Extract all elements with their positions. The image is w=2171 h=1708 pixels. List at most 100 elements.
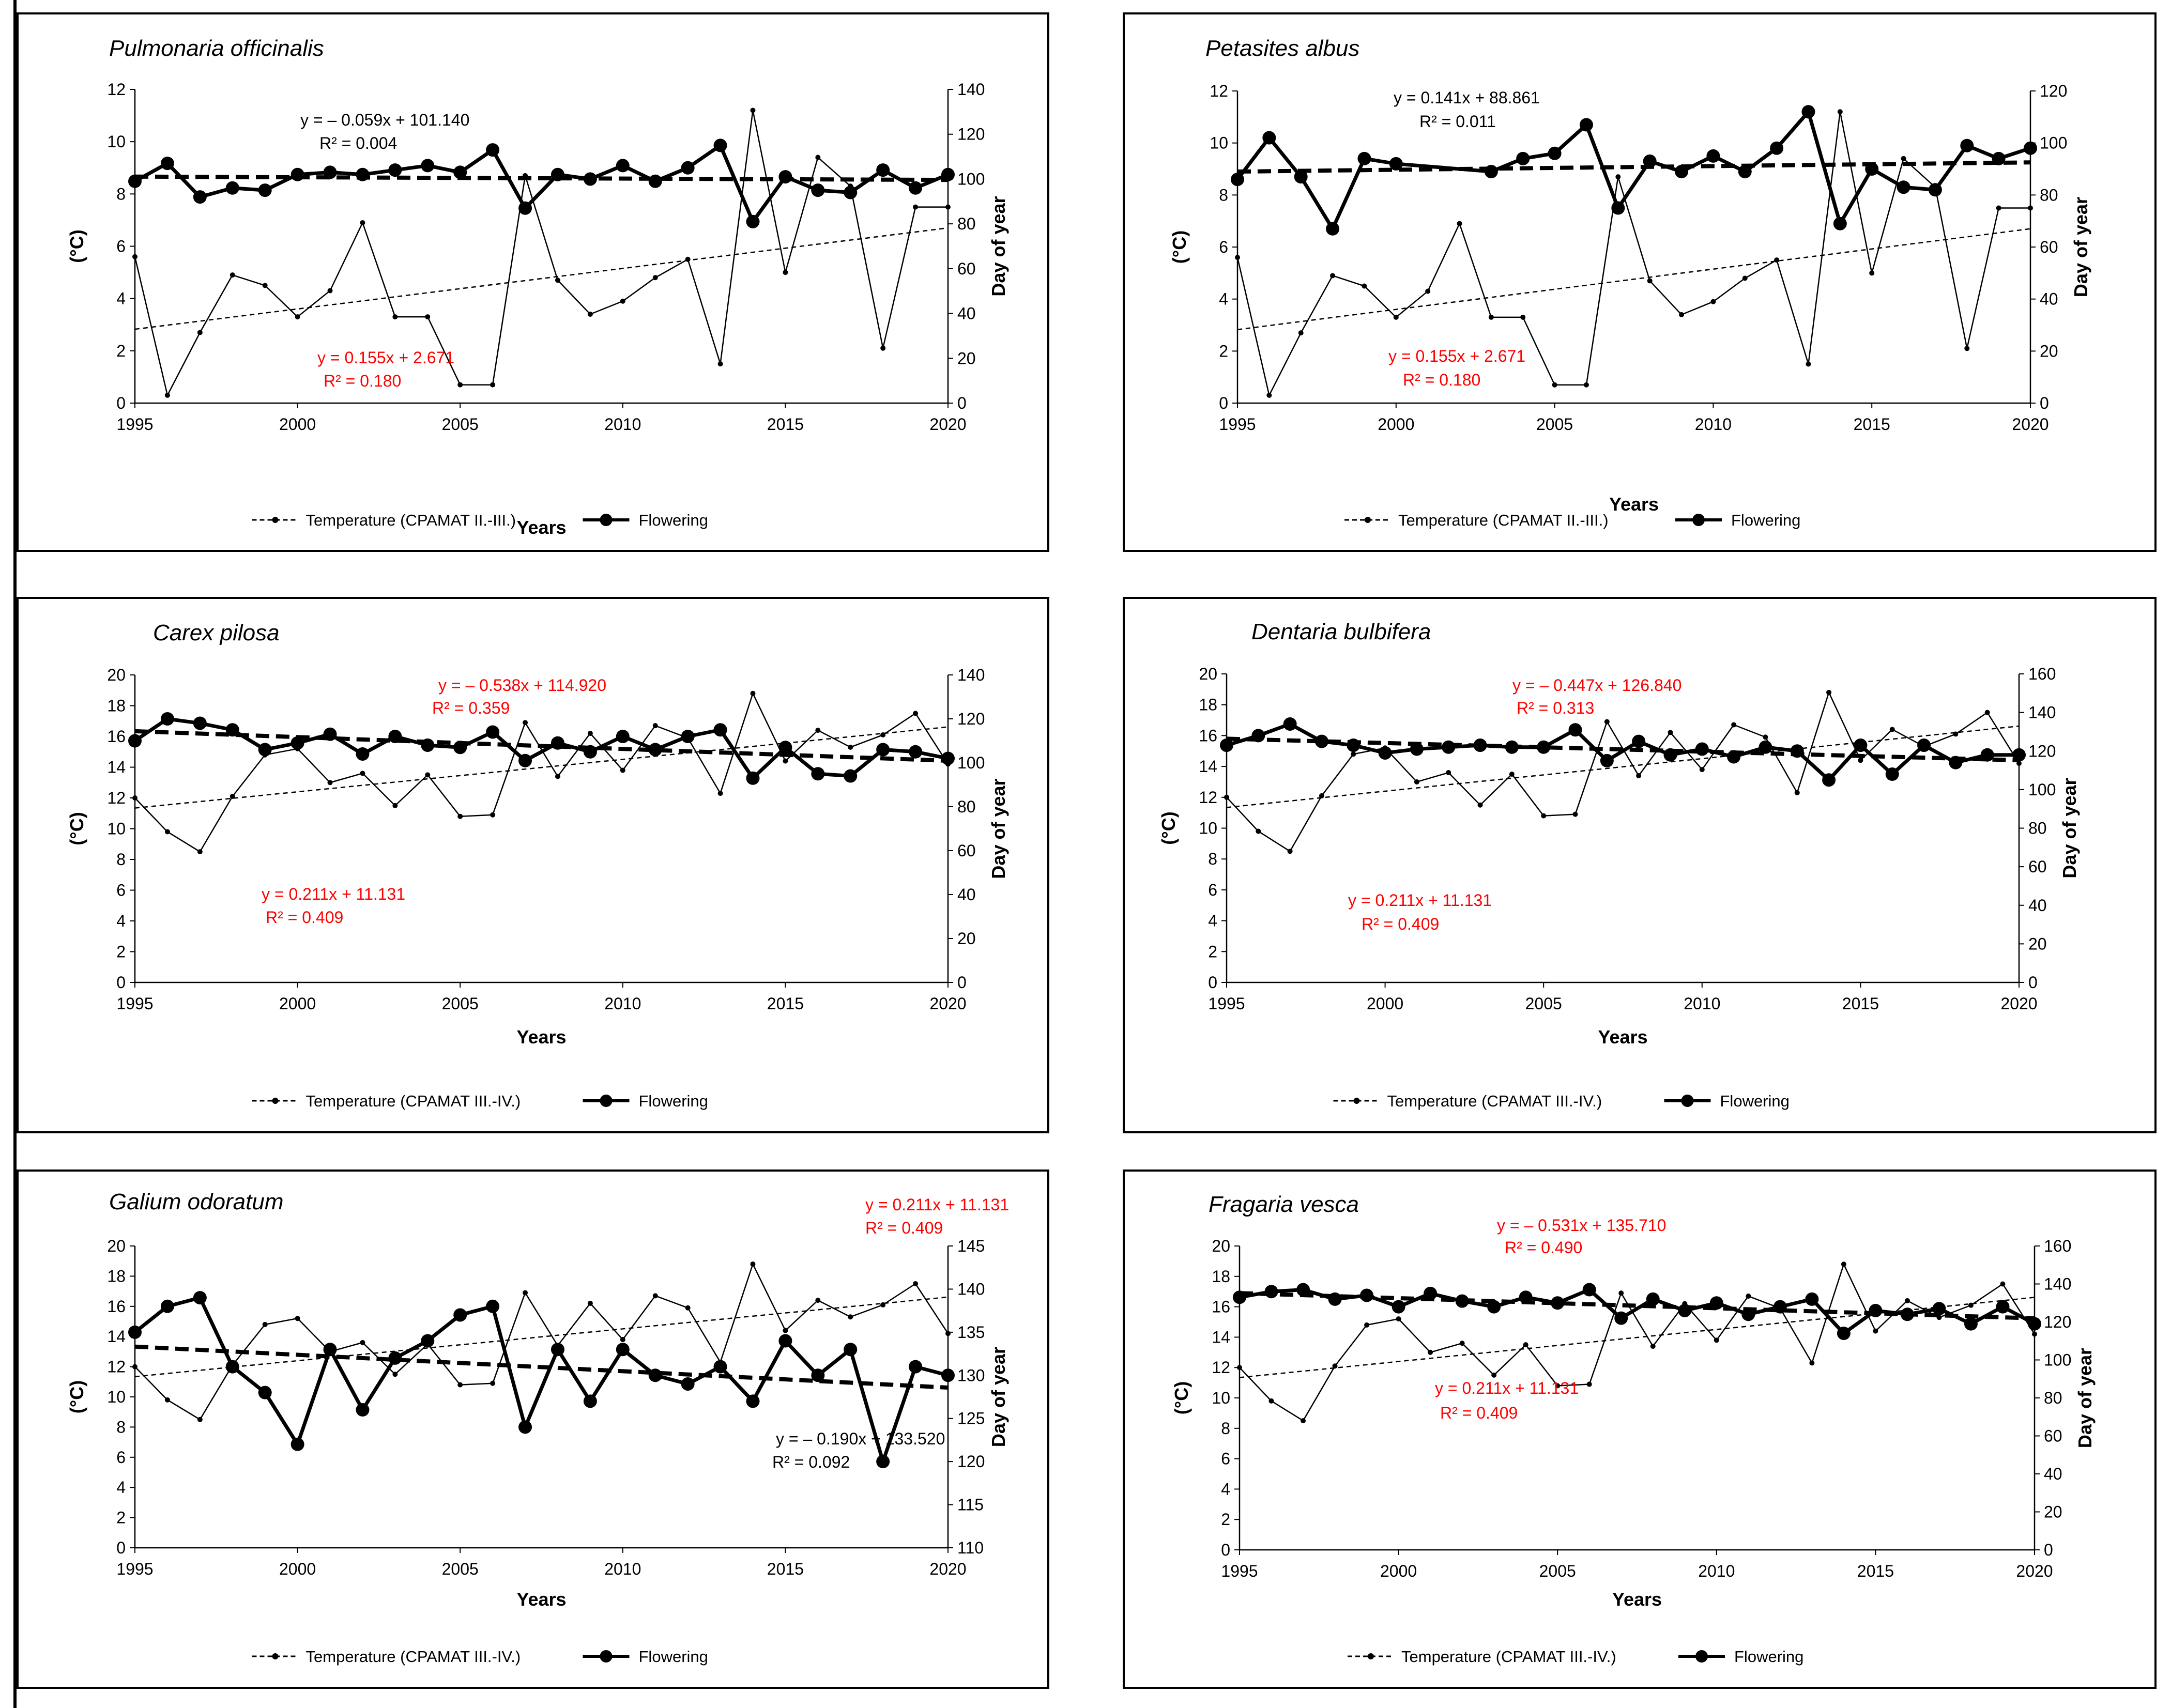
- temperature-point: [1428, 1349, 1433, 1355]
- x-tick-label: 2015: [767, 1560, 804, 1578]
- temperature-point: [1266, 392, 1272, 398]
- x-tick-label: 2000: [279, 415, 316, 434]
- y2-tick-label: 60: [2028, 857, 2047, 876]
- temperature-point: [457, 813, 463, 819]
- flowering-point: [1600, 753, 1614, 767]
- y2-tick-label: 160: [2028, 665, 2056, 683]
- flowering-point: [1678, 1303, 1692, 1317]
- legend-temperature-label: Temperature (CPAMAT III.-IV.): [306, 1092, 521, 1110]
- y-tick-label: 18: [107, 697, 126, 715]
- trendline-r-squared: R² = 0.409: [1362, 915, 1439, 933]
- chart-panel-dentaria-bulbifera: Dentaria bulbifera 0 2 4 6 8 10 12 14 16 18 20 0 20 40…: [1123, 597, 2157, 1133]
- legend-flowering-label: Flowering: [1731, 511, 1800, 529]
- legend-temperature-label: Temperature (CPAMAT III.-IV.): [306, 1648, 521, 1666]
- temperature-point: [1396, 1316, 1401, 1322]
- y-tick-label: 20: [107, 1237, 126, 1255]
- temperature-trendline: [1237, 228, 2031, 330]
- flowering-point: [941, 751, 955, 765]
- y2-tick-label: 80: [2028, 819, 2047, 838]
- temperature-point: [1237, 1365, 1242, 1371]
- y-tick-label: 14: [107, 1327, 126, 1346]
- flowering-point: [713, 723, 727, 737]
- temperature-point: [1298, 330, 1304, 336]
- temperature-point: [197, 330, 203, 335]
- temperature-point: [1889, 727, 1895, 732]
- temperature-point: [1446, 770, 1451, 776]
- temperature-point: [1488, 314, 1494, 320]
- flowering-point: [1283, 717, 1297, 731]
- legend-temperature-marker: [1353, 1098, 1360, 1104]
- temperature-point: [1964, 346, 1970, 351]
- temperature-point: [913, 711, 919, 716]
- x-tick-label: 2005: [1539, 1562, 1576, 1580]
- temperature-point: [913, 204, 919, 210]
- y-tick-label: 16: [107, 1297, 126, 1316]
- flowering-point: [1790, 744, 1804, 758]
- temperature-point: [1520, 314, 1526, 320]
- temperature-point: [1332, 1363, 1338, 1369]
- temperature-point: [620, 767, 625, 773]
- flowering-point: [1487, 1300, 1501, 1314]
- flowering-point: [258, 1386, 272, 1399]
- flowering-point: [1833, 217, 1847, 230]
- temperature-point: [2032, 1331, 2037, 1337]
- y2-tick-label: 140: [957, 1280, 985, 1298]
- y-tick-label: 4: [116, 289, 126, 308]
- flowering-point: [225, 1360, 239, 1374]
- y-tick-label: 20: [107, 666, 126, 684]
- flowering-point: [1455, 1294, 1469, 1308]
- y2-tick-label: 100: [2028, 780, 2056, 799]
- flowering-point: [616, 730, 630, 743]
- y-tick-label: 8: [1208, 850, 1217, 868]
- temperature-point: [945, 204, 951, 210]
- x-tick-label: 1995: [116, 994, 153, 1013]
- flowering-point: [583, 1394, 597, 1408]
- flowering-point: [1805, 1292, 1819, 1306]
- temperature-point: [1763, 734, 1768, 740]
- flowering-point: [1837, 1327, 1851, 1341]
- trendline-equation: y = 0.211x + 11.131: [1348, 891, 1492, 910]
- x-tick-label: 1995: [1208, 994, 1245, 1013]
- flowering-point: [356, 1403, 370, 1417]
- y2-tick-label: 100: [2044, 1351, 2071, 1370]
- flowering-point: [909, 745, 923, 759]
- temperature-point: [327, 780, 333, 786]
- flowering-point: [1663, 748, 1677, 762]
- chart-title: Pulmonaria officinalis: [109, 36, 324, 61]
- flowering-point: [1917, 738, 1931, 752]
- flowering-point: [323, 1343, 337, 1357]
- y2-tick-label: 60: [2040, 238, 2058, 256]
- x-tick-label: 2010: [1698, 1562, 1735, 1580]
- flowering-point: [421, 1334, 435, 1348]
- flowering-point: [778, 170, 792, 184]
- temperature-point: [1858, 758, 1863, 763]
- flowering-point: [160, 1299, 174, 1313]
- trendline-r-squared: R² = 0.092: [772, 1453, 850, 1471]
- temperature-point: [1904, 1298, 1910, 1303]
- x-axis-label: Years: [1609, 494, 1659, 515]
- flowering-point: [1822, 773, 1836, 787]
- y2-tick-label: 140: [957, 80, 985, 99]
- trendline-equation: y = 0.141x + 88.861: [1394, 88, 1540, 107]
- temperature-point: [1414, 779, 1419, 784]
- y-tick-label: 8: [116, 850, 126, 869]
- temperature-point: [652, 275, 658, 281]
- temperature-point: [425, 314, 431, 320]
- temperature-point: [197, 1417, 203, 1422]
- y-tick-label: 4: [116, 912, 126, 930]
- temperature-point: [262, 1321, 268, 1327]
- trendline-equation: y = – 0.059x + 101.140: [300, 111, 469, 129]
- temperature-point: [1301, 1418, 1306, 1424]
- temperature-trendline: [134, 726, 949, 809]
- temperature-point: [490, 1380, 496, 1386]
- y-tick-label: 2: [1208, 942, 1217, 961]
- temperature-point: [783, 758, 788, 764]
- y-tick-label: 6: [116, 237, 126, 256]
- temperature-point: [295, 1316, 300, 1321]
- y2-tick-label: 80: [2040, 186, 2058, 204]
- flowering-point: [193, 190, 207, 204]
- chart-title: Carex pilosa: [153, 620, 280, 645]
- trendline-r-squared: R² = 0.180: [1403, 371, 1480, 389]
- y-tick-label: 8: [116, 184, 126, 203]
- y2-axis-label: Day of year: [2059, 778, 2080, 878]
